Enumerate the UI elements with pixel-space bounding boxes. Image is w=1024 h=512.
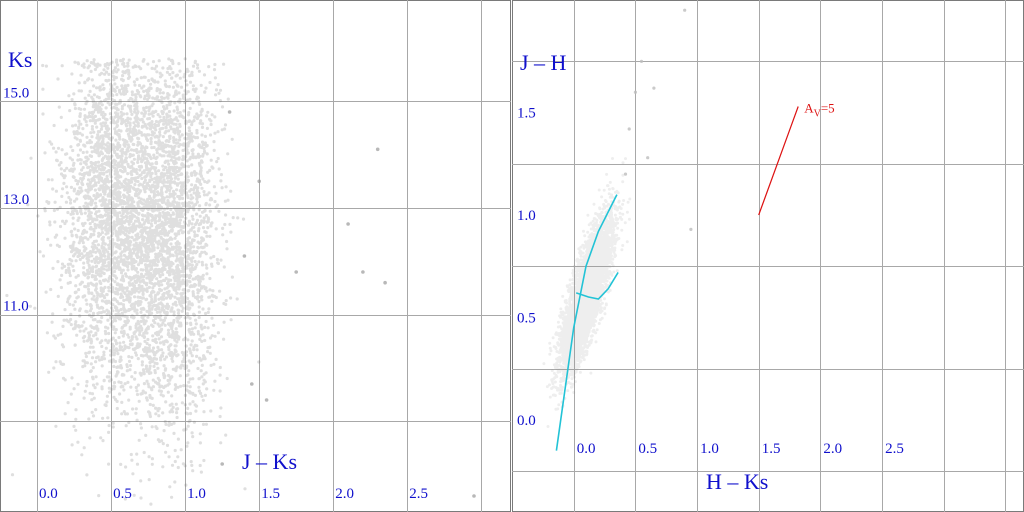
color-color-x-tick-label: 0.5 [638, 441, 657, 457]
color-color-y-tick-label: 0.5 [517, 310, 536, 326]
color-color-x-tick-label: 2.5 [885, 441, 904, 457]
reddening-vector-label: AV=5 [804, 101, 834, 120]
cmd-outlier-point [227, 110, 232, 114]
reddening-label-main: A [804, 101, 814, 116]
color-color-frame [512, 0, 1024, 512]
cmd-y-tick-label: 13.0 [3, 192, 29, 208]
color-color-data-points [542, 157, 632, 428]
color-color-y-tick-label: 1.0 [517, 208, 536, 224]
color-color-x-tick-label: 2.0 [823, 441, 842, 457]
color-color-outlier-point [646, 156, 650, 160]
color-color-points [542, 8, 693, 428]
color-color-x-tick-label: 1.5 [762, 441, 781, 457]
cmd-outlier-point [472, 494, 476, 498]
color-color-y-axis-label: J – H [520, 50, 567, 75]
color-color-outlier-point [623, 172, 628, 176]
color-color-y-tick-label: 0.0 [517, 413, 536, 429]
cmd-y-axis-label: Ks [8, 47, 32, 72]
cmd-x-tick-label: 2.5 [409, 486, 428, 502]
cmd-x-tick-label: 1.5 [261, 486, 280, 502]
cmd-frame [0, 0, 511, 512]
cmd-outlier-point [375, 147, 380, 152]
color-color-outlier-point [652, 86, 656, 90]
cmd-data-points [5, 57, 261, 506]
color-color-outlier-point [683, 8, 687, 12]
cmd-x-tick-label: 1.0 [187, 486, 206, 502]
color-color-grid [512, 0, 1024, 512]
color-color-y-tick-label: 1.5 [517, 106, 536, 122]
cmd-outlier-point [257, 179, 262, 184]
cmd-x-tick-label: 2.0 [335, 486, 354, 502]
cmd-outlier-point [346, 222, 350, 226]
reddening-vector [758, 106, 799, 216]
color-color-tick-labels: 0.0 0.5 1.0 1.5 2.0 2.5 0.0 0.5 1.0 1.5 [517, 106, 904, 457]
cmd-panel: Ks J – Ks 0.0 0.5 1.0 1.5 2.0 2.5 11.0 13.0 15.0 [0, 0, 511, 512]
dwarf-locus-line [555, 194, 618, 451]
cmd-x-axis-label: J – Ks [242, 449, 297, 474]
cmd-x-tick-label: 0.0 [39, 486, 58, 502]
color-color-outlier-point [627, 127, 631, 131]
color-color-x-axis-label: H – Ks [706, 469, 768, 494]
giant-branch-line [575, 271, 619, 300]
cmd-points [5, 57, 476, 506]
color-color-outlier-point [689, 227, 693, 231]
cmd-outlier-point [361, 270, 365, 274]
color-color-x-tick-label: 1.0 [700, 441, 719, 457]
cmd-tick-labels: 0.0 0.5 1.0 1.5 2.0 2.5 11.0 13.0 15.0 [3, 85, 428, 502]
cmd-outlier-point [242, 254, 247, 258]
cmd-outlier-point [383, 280, 387, 285]
cmd-outlier-point [220, 462, 224, 466]
color-color-x-tick-label: 0.0 [577, 441, 596, 457]
reddening-label-sub: V [814, 109, 822, 120]
cmd-outlier-point [264, 398, 269, 402]
color-color-outlier-point [633, 90, 638, 94]
cmd-y-tick-label: 11.0 [3, 299, 29, 315]
cmd-y-tick-label: 15.0 [3, 85, 29, 101]
cmd-x-tick-label: 0.5 [113, 486, 132, 502]
reddening-label-rest: =5 [821, 101, 835, 116]
cmd-outlier-point [294, 270, 299, 274]
cmd-outlier-point [250, 382, 254, 386]
cmd-grid [0, 0, 511, 512]
color-color-panel: AV=5 J – H H – Ks 0.0 0.5 1.0 1.5 2.0 2.50.00… [512, 0, 1024, 512]
color-color-outlier-point [639, 59, 644, 64]
